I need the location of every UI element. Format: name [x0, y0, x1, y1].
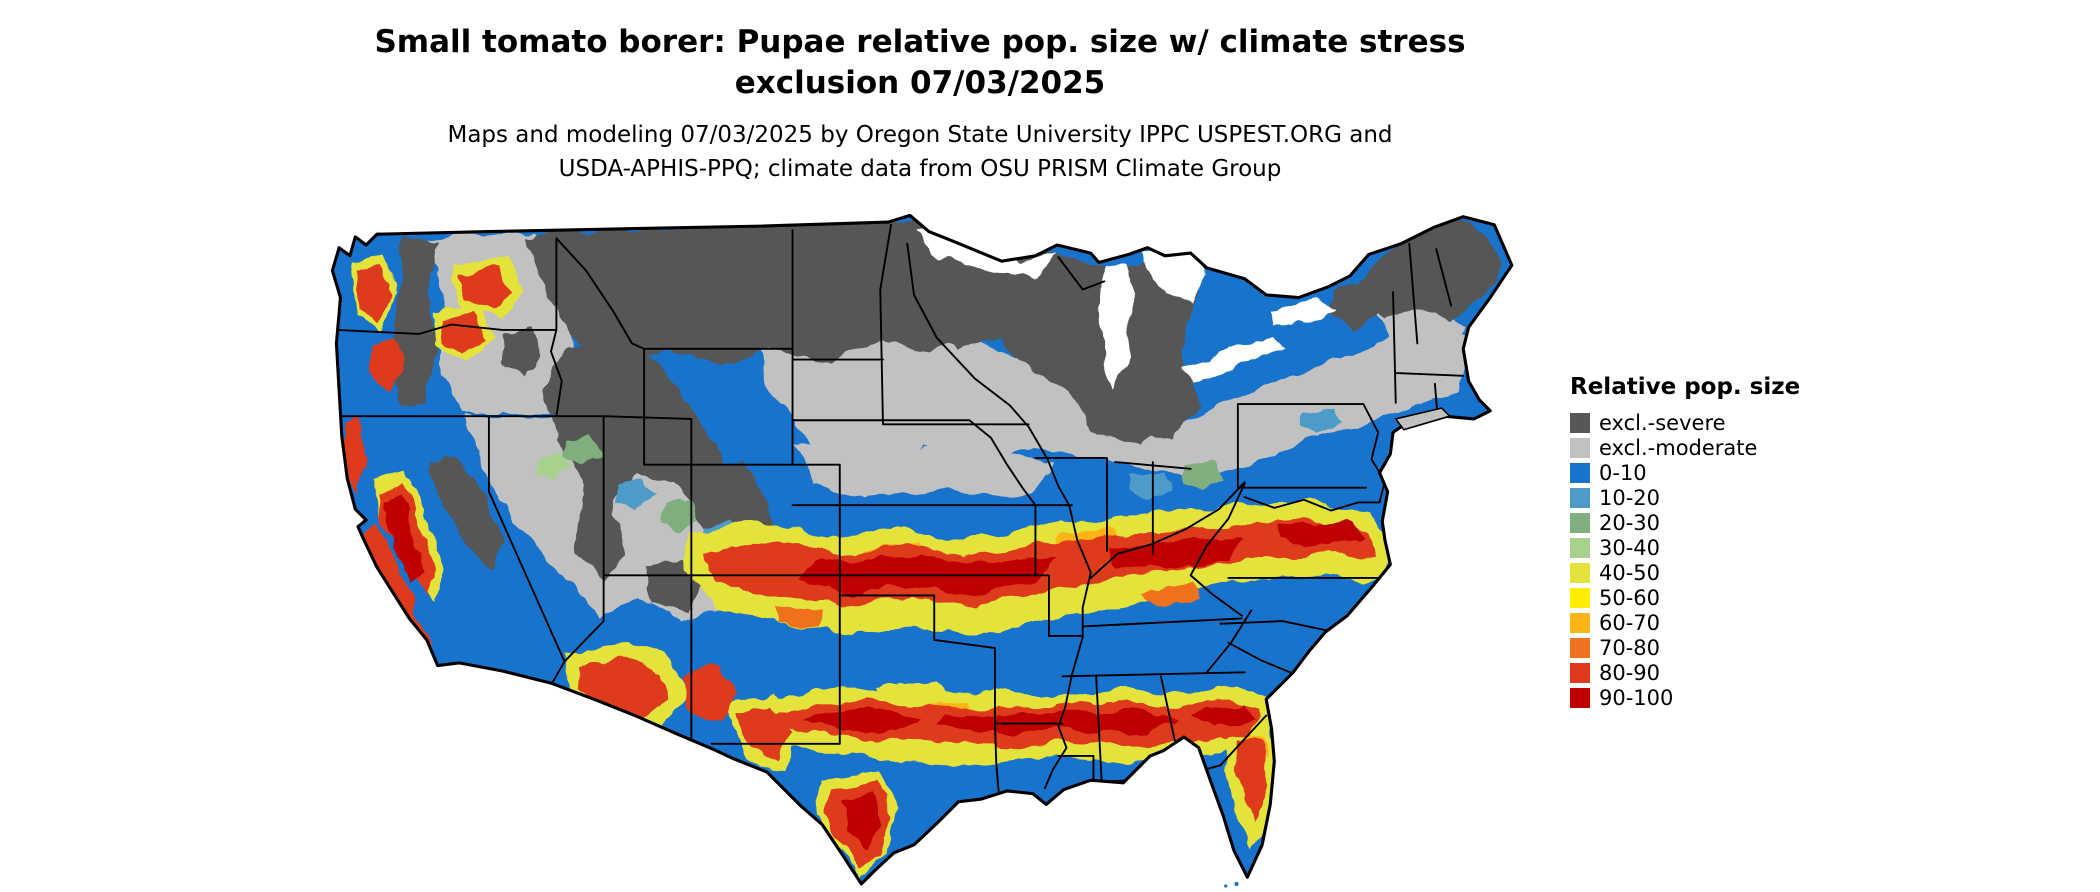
legend-swatch: [1570, 687, 1590, 708]
legend-swatch: [1570, 562, 1590, 583]
us-map-svg: [330, 214, 1514, 888]
legend-items: excl.-severe excl.-moderate 0-10 10-20 20-30…: [1570, 410, 1800, 710]
legend: Relative pop. size excl.-severe excl.-mod…: [1570, 374, 1800, 710]
region-70-80: [397, 529, 1199, 711]
legend-item-label: 40-50: [1599, 560, 1661, 585]
region-excl-severe: [393, 219, 1506, 612]
legend-swatch: [1570, 612, 1590, 633]
legend-item-label: 70-80: [1599, 635, 1661, 660]
legend-item-label: 60-70: [1599, 610, 1661, 635]
map-title: Small tomato borer: Pupae relative pop. …: [0, 22, 1840, 104]
legend-title: Relative pop. size: [1570, 374, 1801, 400]
legend-swatch: [1570, 637, 1590, 658]
legend-swatch: [1570, 662, 1590, 683]
legend-swatch: [1570, 487, 1590, 508]
legend-item-label: 80-90: [1599, 660, 1661, 685]
legend-item-label: 10-20: [1599, 485, 1661, 510]
map-subtitle: Maps and modeling 07/03/2025 by Oregon S…: [0, 118, 1840, 186]
map-regions: [332, 215, 1512, 884]
long-island: [1394, 407, 1452, 431]
legend-item: 20-30: [1570, 510, 1800, 535]
legend-item-label: 50-60: [1599, 585, 1661, 610]
us-outline: [330, 214, 1514, 886]
us-map: [300, 214, 1528, 888]
legend-item: 70-80: [1570, 635, 1800, 660]
legend-swatch: [1570, 462, 1590, 483]
subtitle-line-1: Maps and modeling 07/03/2025 by Oregon S…: [447, 122, 1393, 148]
florida-keys: [1224, 881, 1239, 888]
legend-item: 0-10: [1570, 460, 1800, 485]
legend-swatch: [1570, 412, 1590, 433]
legend-item: excl.-severe: [1570, 410, 1800, 435]
legend-item: 50-60: [1570, 585, 1800, 610]
legend-swatch: [1570, 512, 1590, 533]
legend-swatch: [1570, 587, 1590, 608]
legend-item: 30-40: [1570, 535, 1800, 560]
legend-item-label: excl.-severe: [1599, 410, 1726, 435]
legend-item: 10-20: [1570, 485, 1800, 510]
legend-item-label: 0-10: [1599, 460, 1647, 485]
legend-item: 80-90: [1570, 660, 1800, 685]
legend-item: excl.-moderate: [1570, 435, 1800, 460]
legend-item: 90-100: [1570, 685, 1800, 710]
legend-item-label: excl.-moderate: [1599, 435, 1758, 460]
legend-item-label: 30-40: [1599, 535, 1661, 560]
subtitle-line-2: USDA-APHIS-PPQ; climate data from OSU PR…: [558, 156, 1282, 182]
legend-item-label: 20-30: [1599, 510, 1661, 535]
region-60-70: [866, 526, 1268, 767]
state-borders: [336, 223, 1465, 798]
legend-item-label: 90-100: [1599, 685, 1674, 710]
legend-item: 60-70: [1570, 610, 1800, 635]
title-line-1: Small tomato borer: Pupae relative pop. …: [374, 24, 1466, 60]
legend-swatch: [1570, 537, 1590, 558]
region-90-100: [383, 494, 1367, 851]
legend-swatch: [1570, 437, 1590, 458]
great-lakes-water: [914, 230, 1338, 390]
legend-item: 40-50: [1570, 560, 1800, 585]
title-line-2: exclusion 07/03/2025: [734, 65, 1106, 101]
